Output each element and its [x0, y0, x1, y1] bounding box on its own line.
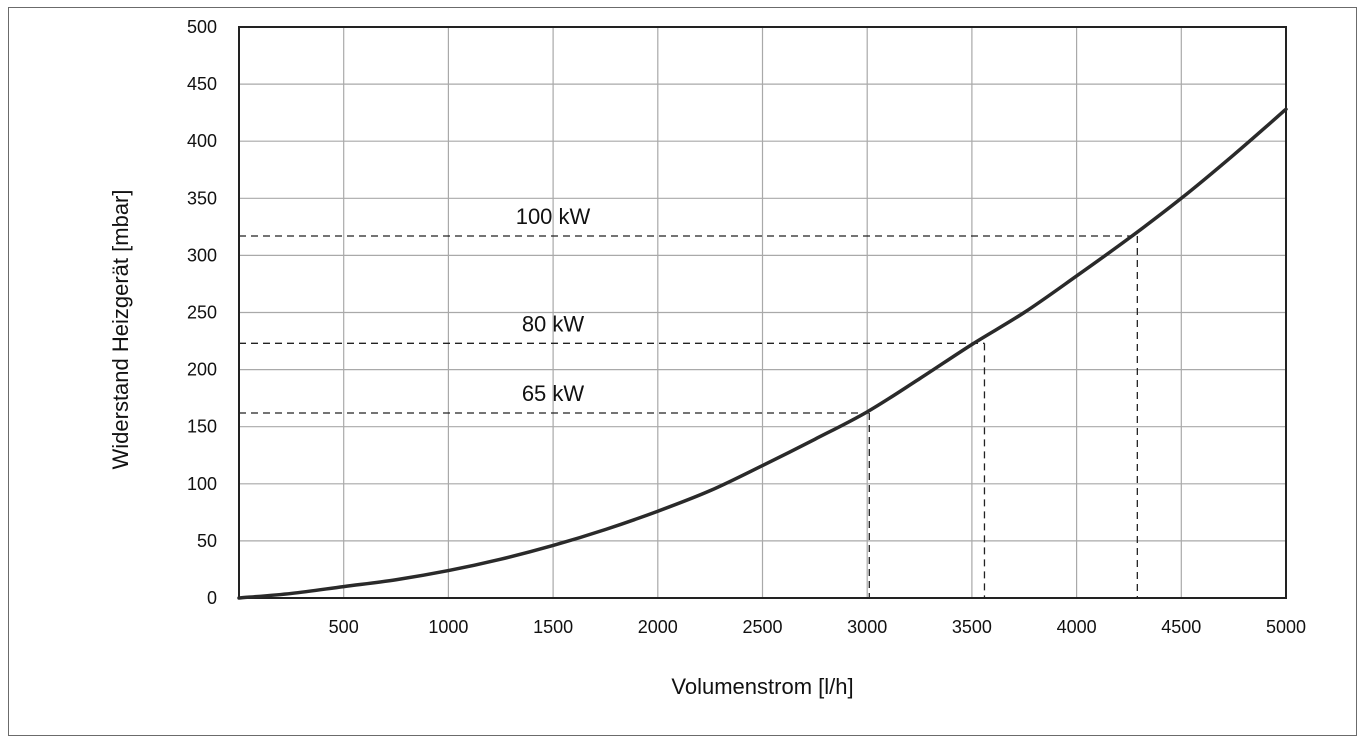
x-tick-label: 3000	[847, 617, 887, 637]
x-tick-label: 5000	[1266, 617, 1306, 637]
x-tick-label: 500	[329, 617, 359, 637]
x-tick-label: 3500	[952, 617, 992, 637]
y-tick-label: 250	[187, 303, 217, 323]
y-tick-label: 450	[187, 74, 217, 94]
x-axis-title: Volumenstrom [l/h]	[671, 674, 853, 699]
y-tick-label: 150	[187, 417, 217, 437]
y-axis-title: Widerstand Heizgerät [mbar]	[108, 190, 133, 470]
y-tick-label: 400	[187, 131, 217, 151]
x-tick-label: 1500	[533, 617, 573, 637]
x-tick-label: 4500	[1161, 617, 1201, 637]
y-tick-label: 500	[187, 17, 217, 37]
annotations: 100 kW 80 kW 65 kW	[516, 204, 591, 406]
series-line	[237, 107, 1288, 600]
plot-area-border	[238, 26, 1287, 599]
chart-frame	[8, 7, 1357, 736]
y-tick-label: 0	[207, 588, 217, 608]
y-tick-label: 300	[187, 245, 217, 265]
x-tick-label: 4000	[1057, 617, 1097, 637]
power-annotation-label: 100 kW	[516, 204, 591, 229]
y-tick-label: 50	[197, 531, 217, 551]
y-tick-label: 100	[187, 474, 217, 494]
x-tick-label: 2500	[742, 617, 782, 637]
reference-lines	[239, 235, 1138, 598]
x-tick-label: 1000	[428, 617, 468, 637]
y-tick-label: 200	[187, 360, 217, 380]
y-tick-label: 350	[187, 188, 217, 208]
power-annotation-label: 65 kW	[522, 381, 585, 406]
y-tick-labels: 0 50 100 150 200 250 300 350 400 450 500	[187, 17, 217, 608]
power-annotation-label: 80 kW	[522, 311, 585, 336]
x-tick-labels: 500 1000 1500 2000 2500 3000 3500 4000 4500 5000	[329, 617, 1306, 637]
grid	[239, 26, 1287, 599]
x-tick-label: 2000	[638, 617, 678, 637]
